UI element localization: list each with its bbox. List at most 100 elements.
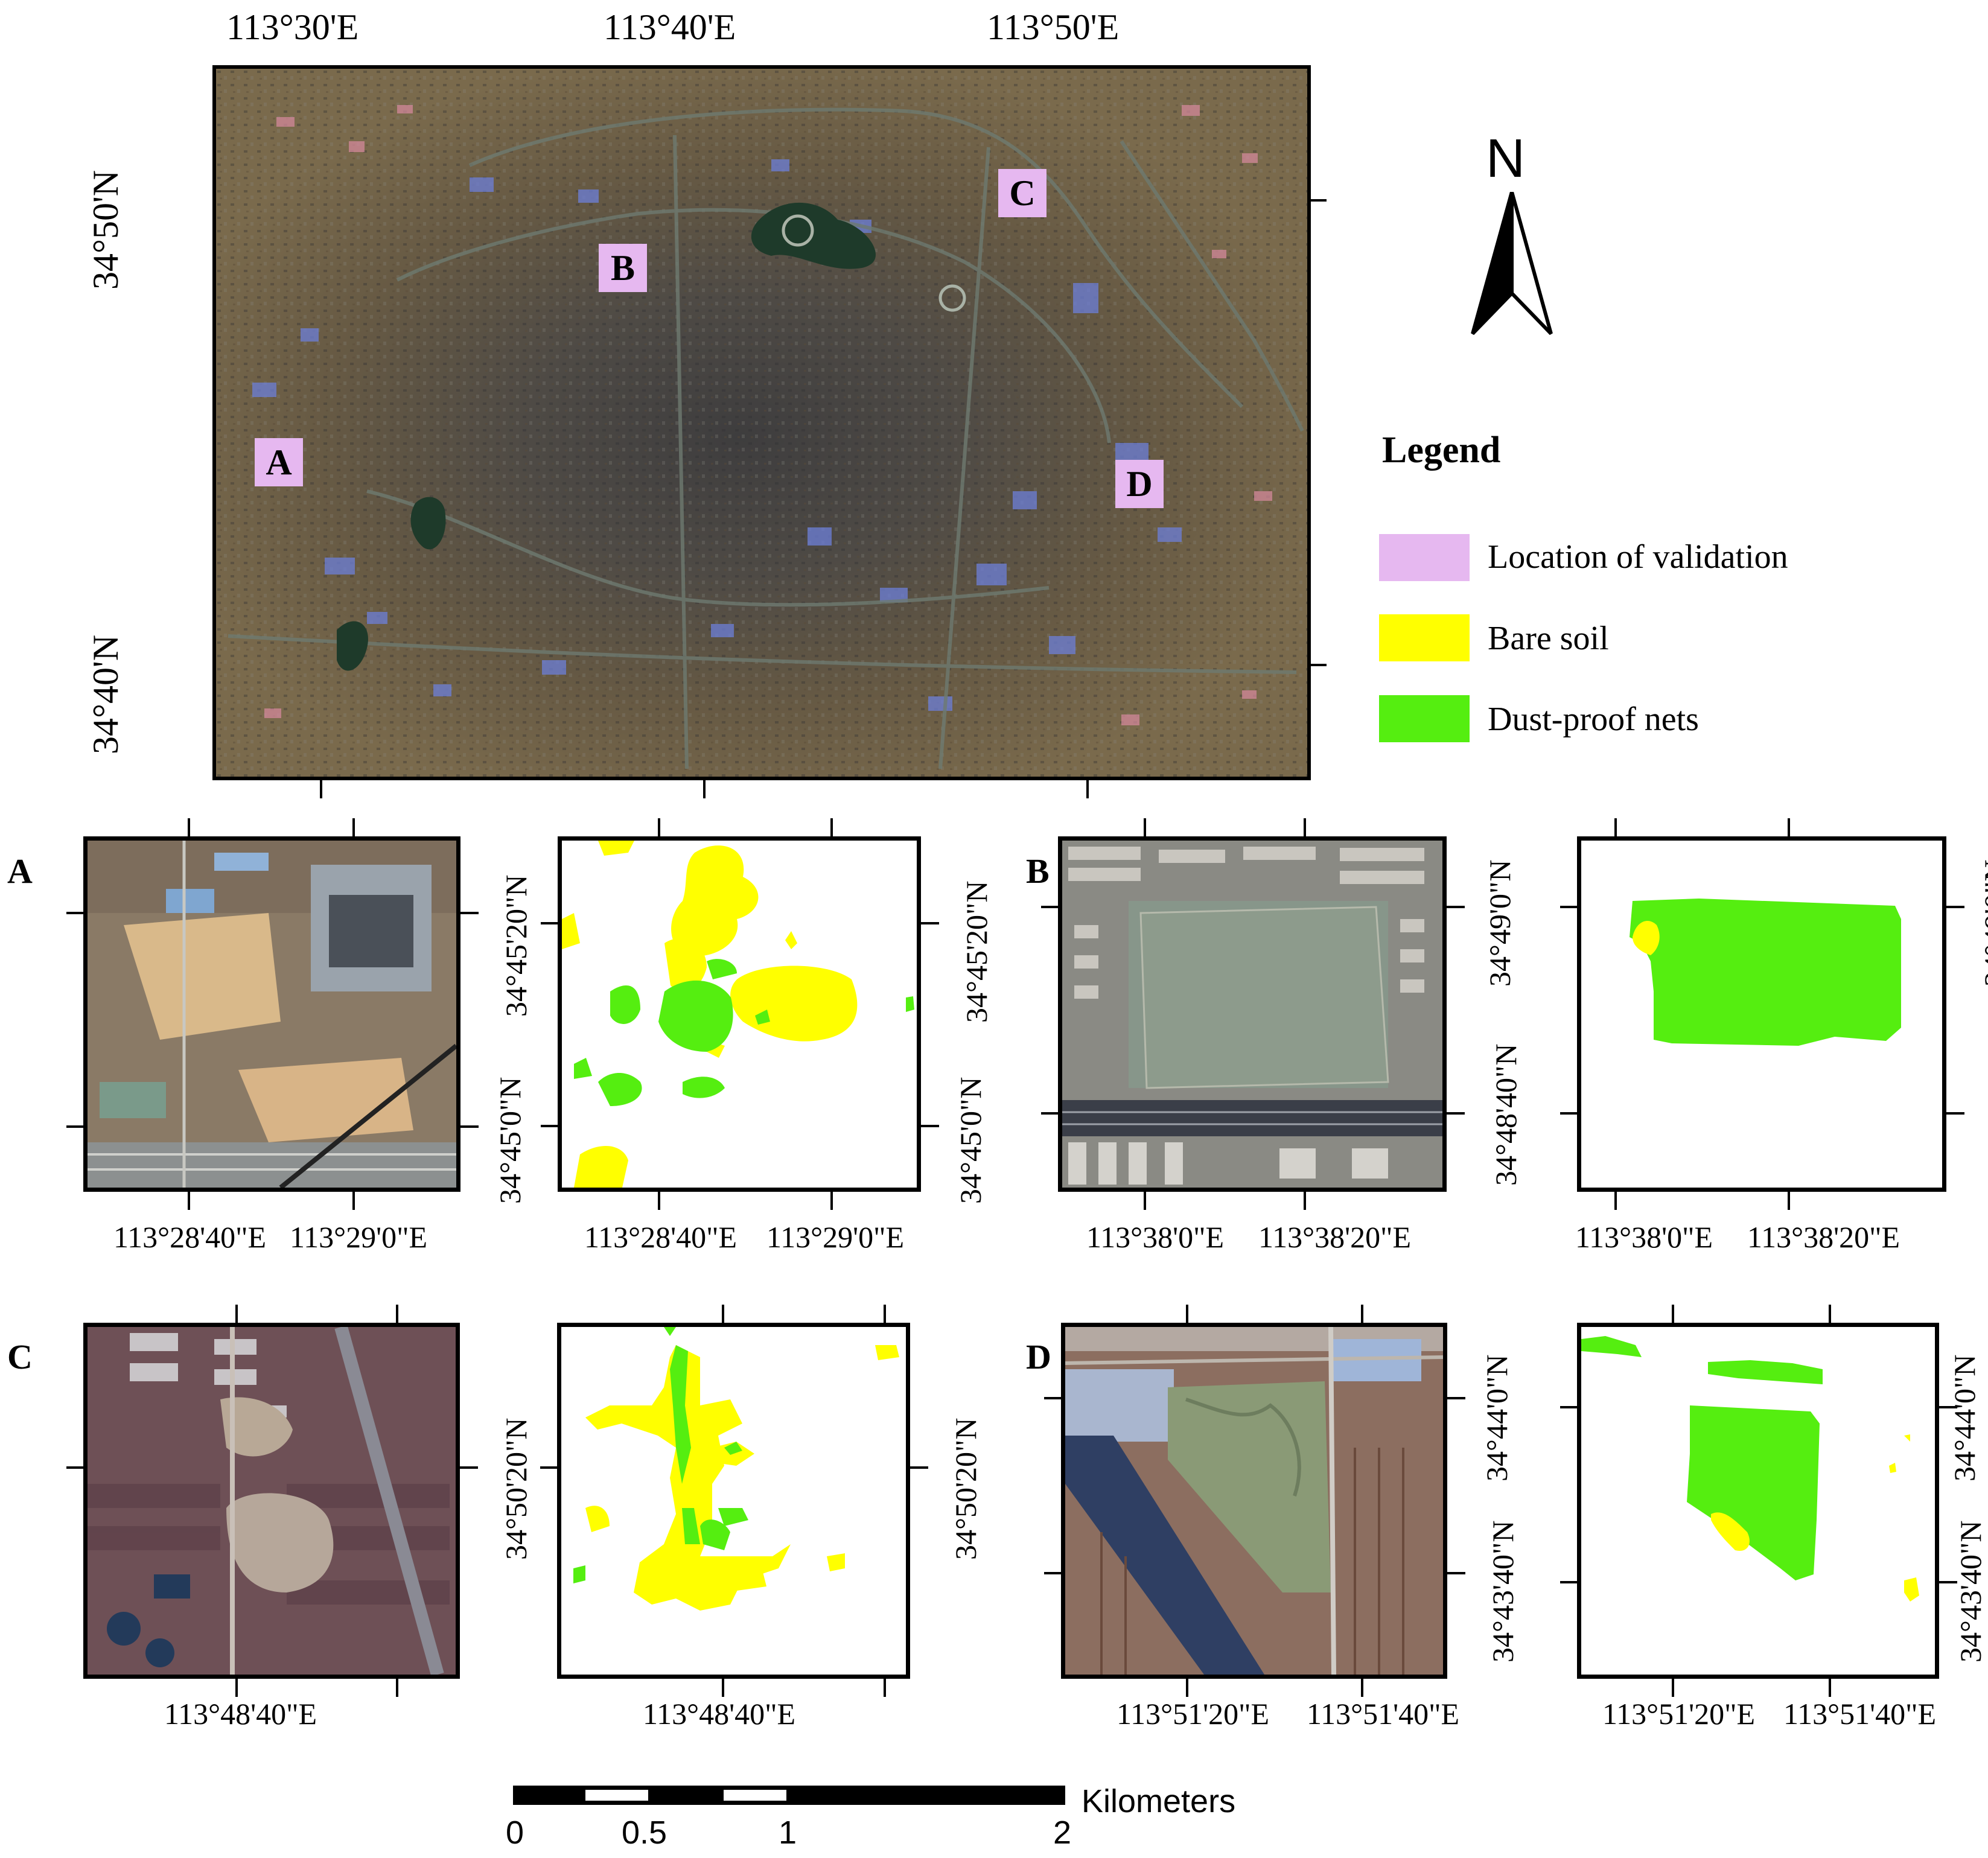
- b-cls-y-label-1: 34°49'0"N: [1978, 859, 1988, 987]
- a-cls-right-tick-1: [921, 922, 939, 924]
- legend-swatch-validation: [1379, 534, 1470, 581]
- b-img-left-tick-1: [1041, 906, 1059, 908]
- legend-label-bare-soil: Bare soil: [1488, 620, 1609, 657]
- a-cls-x-label-1: 113°28'40"E: [584, 1220, 738, 1254]
- b-cls-right-tick-1: [1946, 906, 1964, 908]
- scale-bar-tick-0-5: 0.5: [622, 1815, 667, 1851]
- b-img-left-tick-2: [1041, 1112, 1059, 1115]
- panel-b-photo: [1062, 841, 1442, 1188]
- c-cls-x-label-1: 113°48'40"E: [643, 1697, 796, 1731]
- panel-a-classification: [558, 836, 921, 1192]
- d-img-x-label-2: 113°51'40"E: [1307, 1697, 1460, 1731]
- a-cls-top-tick-1: [658, 818, 660, 836]
- c-cls-bottom-tick-2: [884, 1679, 886, 1697]
- a-cls-right-tick-2: [921, 1125, 939, 1127]
- north-arrow-icon: [1471, 192, 1553, 336]
- d-cls-y-label-2: 34°43'40"N: [1954, 1520, 1987, 1662]
- panel-b-image: [1058, 836, 1447, 1192]
- panel-c-image: [83, 1323, 460, 1679]
- panel-b-class-map: [1581, 841, 1942, 1188]
- panel-letter-c: C: [7, 1337, 33, 1376]
- d-cls-top-tick-1: [1672, 1305, 1674, 1323]
- c-img-x-label-1: 113°48'40"E: [164, 1697, 317, 1731]
- c-cls-top-tick-1: [722, 1305, 724, 1323]
- scale-bar-graphic: [513, 1786, 1065, 1805]
- c-cls-y-label-1: 34°50'20"N: [949, 1417, 983, 1560]
- c-img-bottom-tick-2: [396, 1679, 398, 1697]
- d-cls-top-tick-2: [1829, 1305, 1831, 1323]
- d-cls-bottom-tick-1: [1672, 1679, 1674, 1697]
- scale-bar-tick-2: 2: [1053, 1815, 1072, 1851]
- a-img-y-label-1: 34°45'20"N: [499, 874, 533, 1017]
- d-cls-bottom-tick-2: [1829, 1679, 1831, 1697]
- c-cls-right-tick-1: [910, 1466, 928, 1469]
- b-img-bottom-tick-2: [1304, 1192, 1306, 1210]
- panel-d-class-map: [1581, 1327, 1935, 1675]
- c-img-left-tick-1: [66, 1466, 84, 1469]
- b-cls-bottom-tick-1: [1614, 1192, 1617, 1210]
- d-img-x-label-1: 113°51'20"E: [1117, 1697, 1270, 1731]
- site-badge-a: A: [255, 438, 303, 486]
- b-cls-bottom-tick-2: [1788, 1192, 1790, 1210]
- d-cls-x-label-2: 113°51'40"E: [1783, 1697, 1937, 1731]
- site-badge-d: D: [1115, 460, 1164, 508]
- c-img-y-label-1: 34°50'20"N: [499, 1417, 533, 1560]
- panel-letter-d: D: [1026, 1337, 1051, 1376]
- b-cls-left-tick-1: [1560, 906, 1578, 908]
- c-cls-left-tick-1: [540, 1466, 558, 1469]
- b-cls-right-tick-2: [1946, 1112, 1964, 1115]
- scale-bar-tick-0: 0: [506, 1815, 524, 1851]
- north-arrow-label: N: [1486, 129, 1525, 189]
- d-img-y-label-2: 34°43'40"N: [1486, 1520, 1520, 1662]
- main-left-label-1: 34°50'N: [86, 170, 126, 290]
- a-img-right-tick-1: [460, 912, 479, 914]
- a-cls-y-label-1: 34°45'20"N: [960, 880, 993, 1023]
- panel-d-image: [1061, 1323, 1447, 1679]
- c-img-top-tick-2: [396, 1305, 398, 1323]
- d-img-bottom-tick-1: [1186, 1679, 1188, 1697]
- panel-c-photo: [88, 1327, 456, 1675]
- b-img-x-label-2: 113°38'20"E: [1258, 1220, 1412, 1254]
- d-cls-left-tick-1: [1560, 1406, 1578, 1408]
- main-right-tick-1: [1311, 199, 1327, 202]
- legend-swatch-dust-proof-nets: [1379, 695, 1470, 742]
- a-img-left-tick-1: [66, 912, 84, 914]
- c-cls-top-tick-2: [884, 1305, 886, 1323]
- panel-d-classification: [1577, 1323, 1939, 1679]
- legend-label-dust-proof-nets: Dust-proof nets: [1488, 701, 1699, 738]
- b-cls-y-label-2: 34°48'40"N: [1984, 1043, 1988, 1186]
- c-img-top-tick-1: [235, 1305, 238, 1323]
- a-img-x-label-2: 113°29'0"E: [290, 1220, 428, 1254]
- panel-a-class-map: [562, 841, 917, 1188]
- b-img-top-tick-2: [1304, 818, 1306, 836]
- b-cls-x-label-1: 113°38'0"E: [1575, 1220, 1713, 1254]
- d-img-left-tick-1: [1044, 1397, 1062, 1399]
- d-cls-x-label-1: 113°51'20"E: [1602, 1697, 1756, 1731]
- legend-title: Legend: [1382, 430, 1501, 471]
- main-bottom-tick-3: [1086, 780, 1089, 798]
- panel-d-photo: [1065, 1327, 1443, 1675]
- a-cls-top-tick-2: [830, 818, 833, 836]
- b-img-bottom-tick-1: [1144, 1192, 1146, 1210]
- a-img-top-tick-2: [352, 818, 355, 836]
- b-img-y-label-1: 34°49'0"N: [1483, 859, 1517, 987]
- a-cls-x-label-2: 113°29'0"E: [766, 1220, 905, 1254]
- overview-image: [216, 69, 1307, 777]
- main-bottom-tick-2: [703, 780, 706, 798]
- d-cls-y-label-1: 34°44'0"N: [1948, 1354, 1981, 1481]
- satellite-overview: A B C D: [212, 65, 1311, 780]
- panel-b-classification: [1577, 836, 1946, 1192]
- a-img-left-tick-2: [66, 1125, 84, 1128]
- b-img-right-tick-2: [1447, 1112, 1465, 1115]
- a-img-bottom-tick-1: [188, 1192, 190, 1210]
- legend-label-validation: Location of validation: [1488, 538, 1788, 576]
- main-right-tick-2: [1311, 664, 1327, 666]
- a-cls-left-tick-2: [541, 1125, 559, 1127]
- d-img-y-label-1: 34°44'0"N: [1480, 1354, 1514, 1481]
- b-cls-top-tick-1: [1614, 818, 1617, 836]
- b-cls-top-tick-2: [1788, 818, 1790, 836]
- panel-letter-a: A: [7, 851, 33, 891]
- b-cls-left-tick-2: [1560, 1112, 1578, 1115]
- panel-letter-b: B: [1026, 851, 1050, 891]
- main-top-label-1: 113°30'E: [226, 7, 359, 47]
